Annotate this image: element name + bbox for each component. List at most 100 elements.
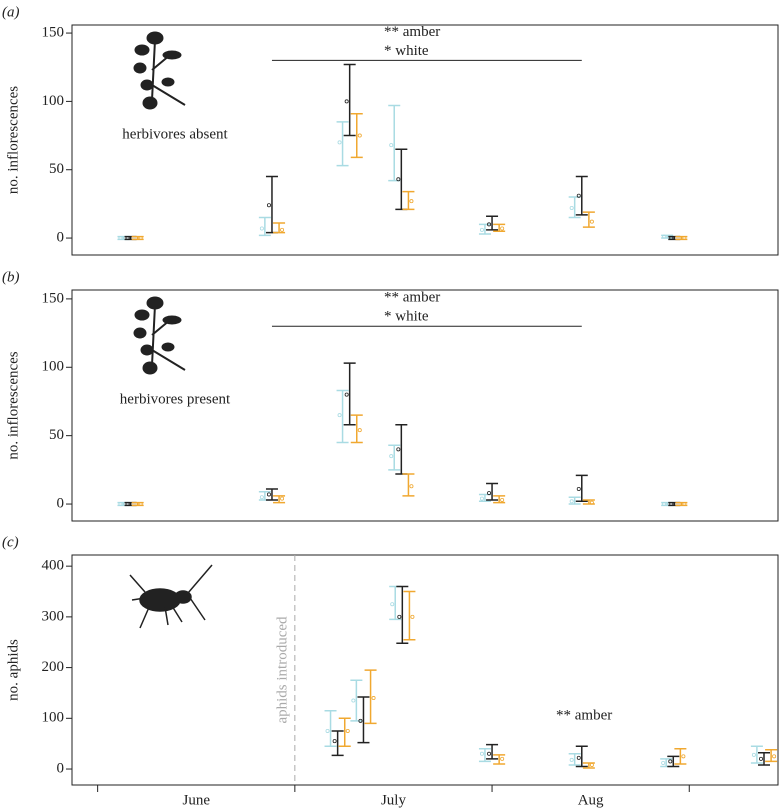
error-bar — [486, 743, 499, 760]
mean-point — [758, 756, 763, 761]
mean-point — [389, 454, 394, 459]
aphid-icon — [129, 564, 213, 629]
y-tick-label: 100 — [42, 710, 65, 726]
y-tick-label: 0 — [57, 495, 65, 511]
error-bar — [667, 755, 680, 768]
mean-point — [772, 754, 777, 759]
mean-point — [500, 226, 505, 231]
y-tick-label: 200 — [42, 659, 65, 675]
mean-point — [479, 227, 484, 232]
error-bar — [350, 414, 363, 444]
mean-point — [487, 222, 492, 227]
y-axis-title: no. inflorescences — [5, 86, 21, 194]
mean-point — [344, 99, 349, 104]
x-tick-label: Aug — [578, 792, 604, 808]
error-bar — [357, 696, 370, 744]
y-axis-title: no. aphids — [5, 639, 21, 701]
mean-point — [266, 492, 271, 497]
mean-point — [118, 236, 123, 241]
error-bar — [265, 488, 278, 501]
error-bar — [674, 747, 687, 765]
mean-point — [266, 203, 271, 208]
mean-point — [259, 495, 264, 500]
mean-point — [661, 760, 666, 765]
mean-point — [569, 757, 574, 762]
mean-point — [409, 484, 414, 489]
mean-point — [668, 759, 673, 764]
y-tick-label: 150 — [42, 290, 65, 306]
error-bar — [403, 590, 416, 641]
error-bar — [343, 362, 356, 426]
error-bar — [388, 104, 401, 182]
mean-point — [325, 728, 330, 733]
mean-point — [280, 227, 285, 232]
mean-point — [589, 219, 594, 224]
error-bar — [478, 747, 491, 763]
plot-frame — [71, 24, 779, 256]
x-tick-label: June — [182, 792, 210, 808]
mean-point — [662, 234, 667, 239]
mean-point — [396, 177, 401, 182]
error-bar — [478, 223, 491, 235]
error-bar — [486, 215, 499, 231]
mean-point — [576, 193, 581, 198]
error-bar — [273, 495, 286, 504]
mean-point — [409, 199, 414, 204]
mean-point — [589, 762, 594, 767]
error-bar — [324, 709, 337, 747]
event-label: aphids introduced — [274, 616, 290, 724]
error-bar — [486, 482, 499, 501]
error-bar — [331, 730, 344, 757]
mean-point — [118, 502, 123, 507]
mean-point — [500, 756, 505, 761]
error-bar — [336, 389, 349, 444]
panel-label: (a) — [2, 4, 20, 20]
y-axis-title: no. inflorescences — [5, 351, 21, 459]
mean-point — [344, 392, 349, 397]
error-bar — [338, 717, 351, 747]
plot-frame — [71, 554, 779, 786]
mean-point — [357, 428, 362, 433]
mean-point — [589, 500, 594, 505]
mean-point — [576, 486, 581, 491]
mean-point — [487, 491, 492, 496]
error-bar — [582, 211, 595, 228]
mean-point — [390, 602, 395, 607]
mean-point — [280, 496, 285, 501]
mean-point — [487, 751, 492, 756]
mean-point — [410, 614, 415, 619]
mean-point — [125, 502, 130, 507]
error-bar — [568, 496, 581, 505]
error-bar — [402, 190, 415, 211]
mean-point — [479, 751, 484, 756]
mean-point — [397, 614, 402, 619]
y-tick-label: 50 — [49, 427, 64, 443]
error-bar — [258, 216, 271, 237]
y-tick-label: 100 — [42, 359, 65, 375]
mean-point — [681, 754, 686, 759]
y-tick-label: 50 — [49, 161, 64, 177]
y-tick-label: 300 — [42, 608, 65, 624]
plant-icon — [133, 31, 186, 110]
x-tick-label: July — [381, 792, 407, 808]
error-bar — [582, 762, 595, 769]
error-bar — [493, 754, 506, 765]
error-bar — [350, 112, 363, 159]
error-bar — [575, 474, 588, 503]
error-bar — [396, 585, 409, 644]
mean-point — [357, 133, 362, 138]
significance-note: ** amber — [556, 707, 612, 723]
significance-note: * white — [384, 43, 429, 59]
mean-point — [662, 502, 667, 507]
error-bar — [493, 495, 506, 504]
mean-point — [138, 502, 143, 507]
mean-point — [389, 143, 394, 148]
error-bar — [757, 752, 770, 766]
mean-point — [332, 739, 337, 744]
error-bar — [575, 745, 588, 768]
mean-point — [337, 140, 342, 145]
mean-point — [371, 696, 376, 701]
error-bar — [336, 121, 349, 167]
panel-label: (b) — [2, 269, 20, 285]
